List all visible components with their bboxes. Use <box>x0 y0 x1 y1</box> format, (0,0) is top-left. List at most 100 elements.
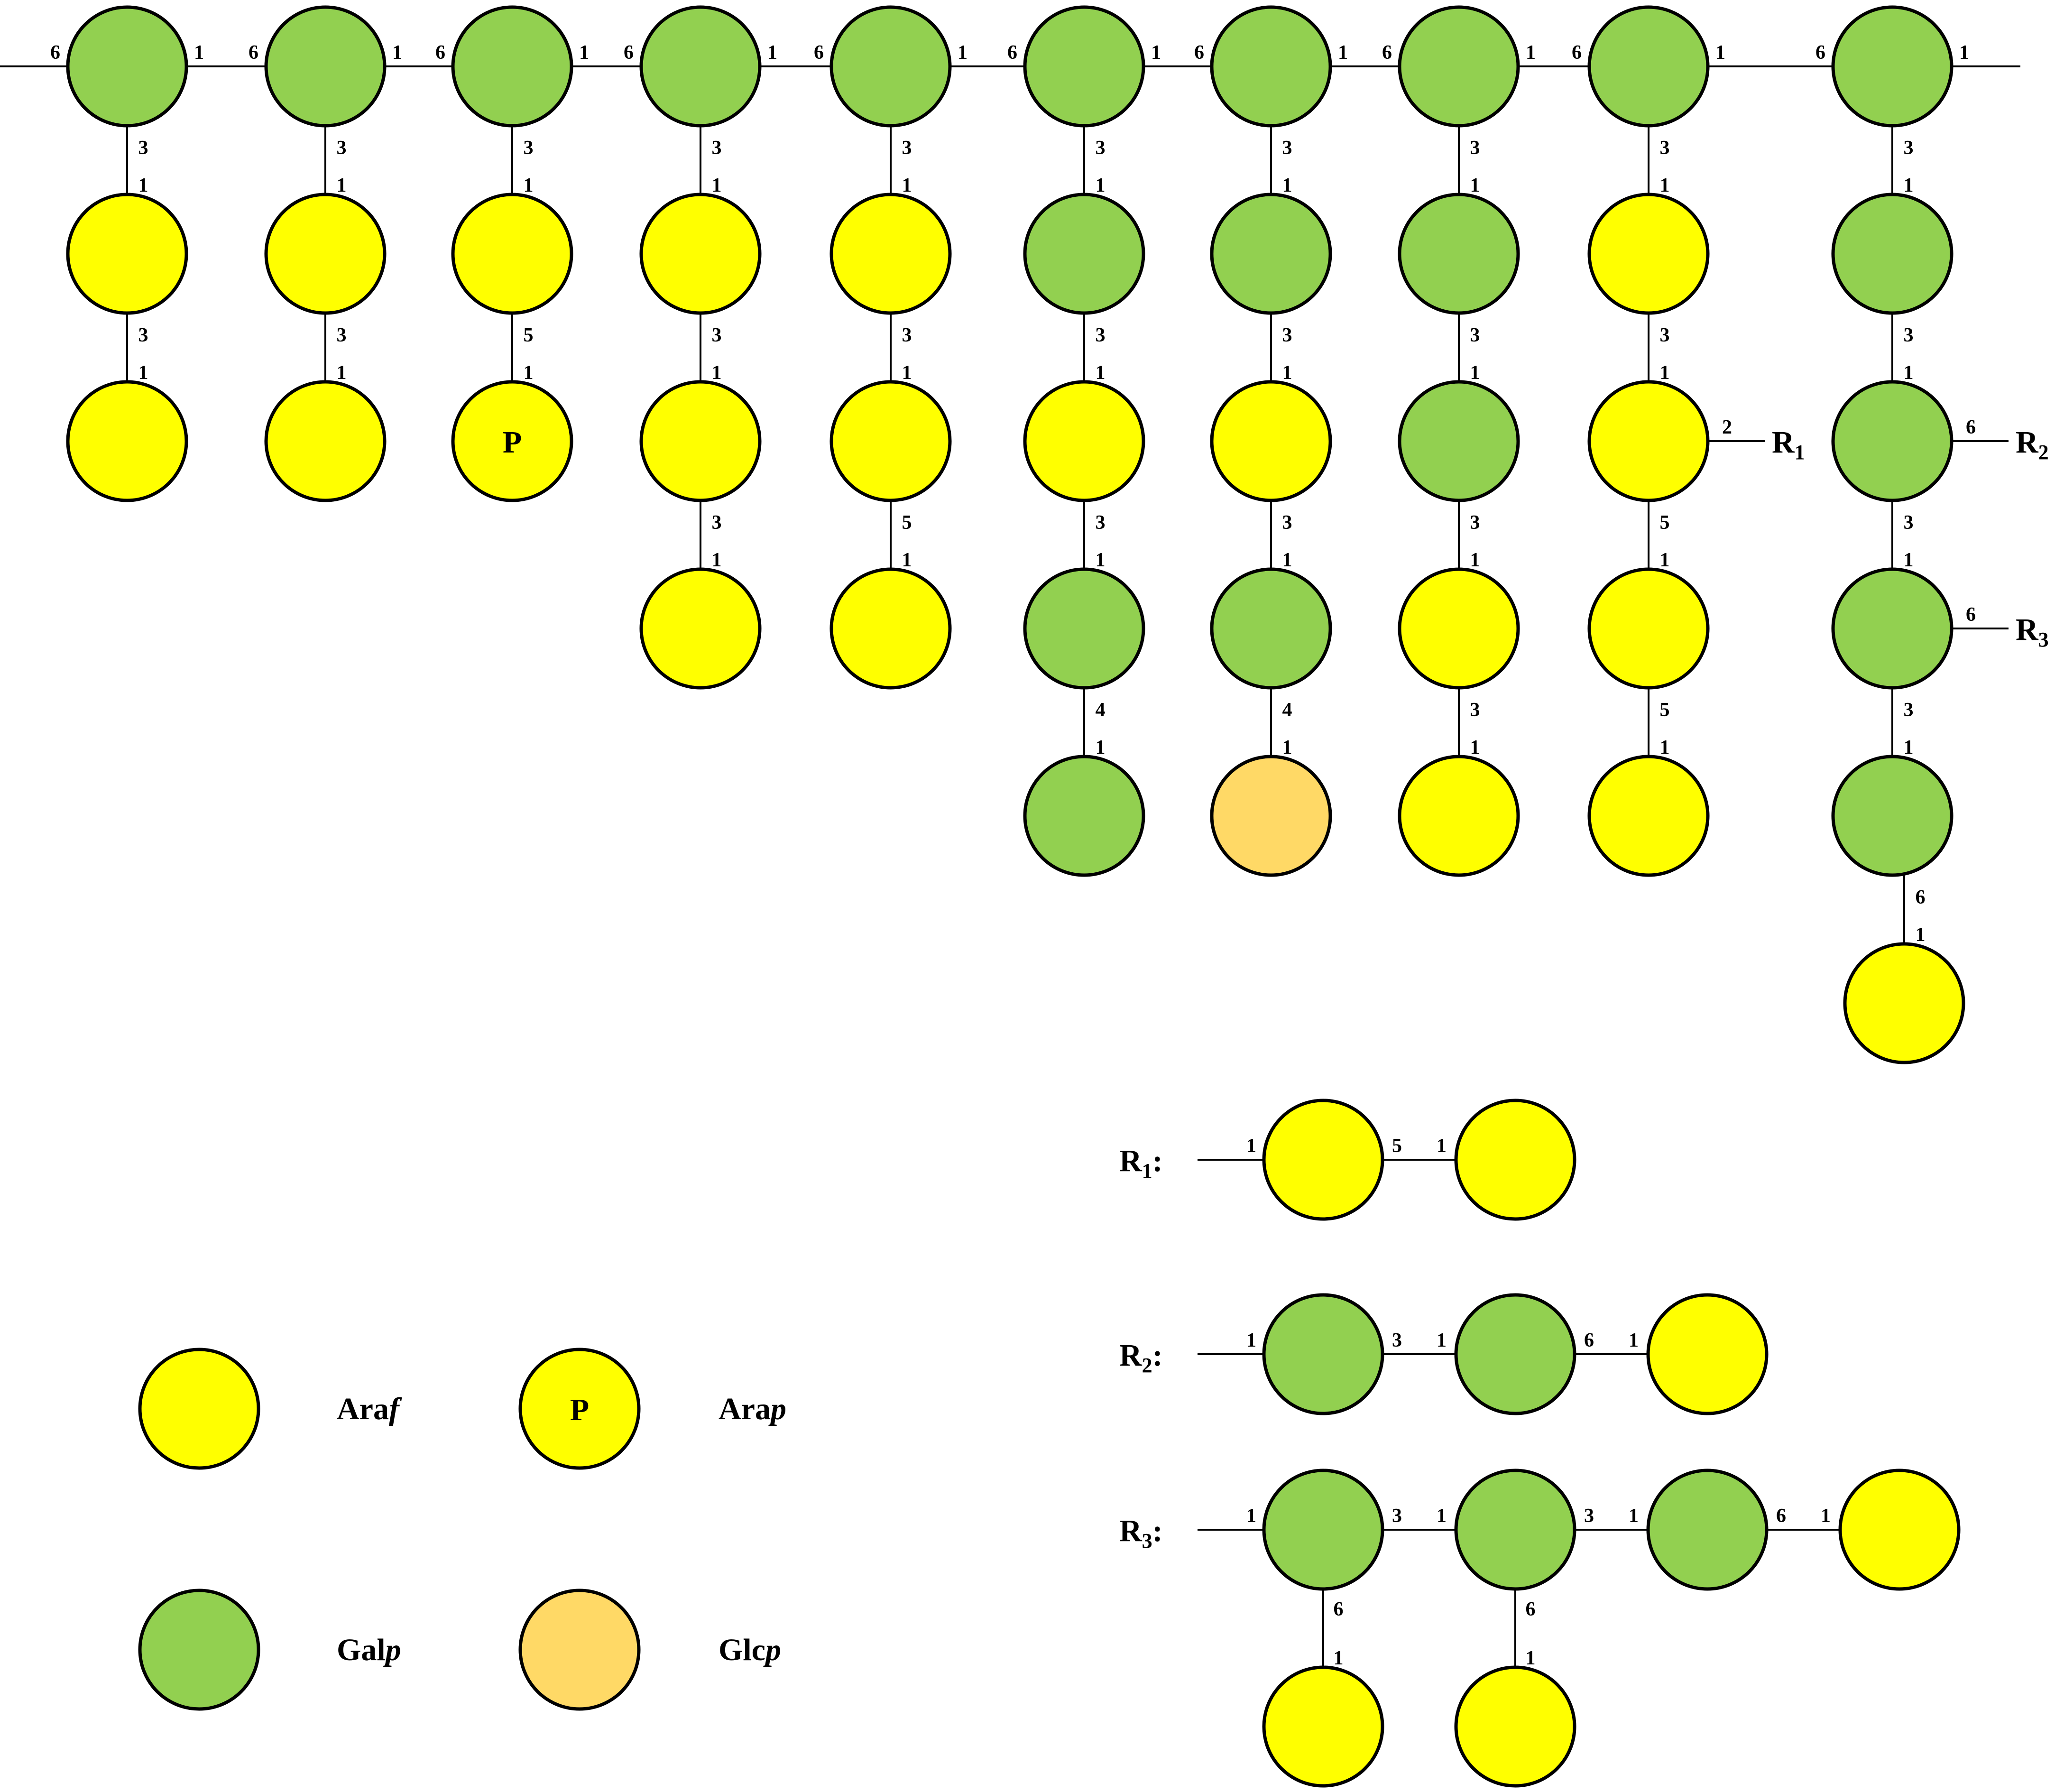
araf-residue <box>639 193 762 315</box>
link-label: 3 <box>712 137 722 159</box>
link-label: 1 <box>1904 362 1914 384</box>
link-label: 5 <box>902 512 912 534</box>
galp-residue <box>1210 567 1332 690</box>
link-label: 1 <box>1470 737 1480 758</box>
galp-residue <box>1831 755 1954 877</box>
link-label: 1 <box>1096 362 1106 384</box>
araf-residue <box>66 193 188 315</box>
link-label: 1 <box>1246 1135 1256 1157</box>
legend-galp: Galp <box>138 1589 401 1711</box>
link-label: 6 <box>50 42 60 64</box>
link-label: 1 <box>1437 1135 1447 1157</box>
link-label: 5 <box>524 324 534 346</box>
galp-residue <box>1831 380 1954 502</box>
legend-araf-label: Araf <box>337 1392 402 1426</box>
link-label: 6 <box>1966 416 1976 438</box>
araf-residue <box>1587 567 1710 690</box>
galp-residue <box>1023 193 1145 315</box>
link-label: 5 <box>1660 512 1670 534</box>
link-label: 1 <box>1096 737 1106 758</box>
link-label: 1 <box>1282 362 1292 384</box>
side-branch-7: 3 1 3 1 3 1 4 1 <box>1210 126 1332 877</box>
link-label: 1 <box>1470 549 1480 571</box>
substituent-label: R3: <box>1119 1514 1163 1552</box>
side-branch-10: 3 1 3 1 6 R2 3 1 6 R3 3 1 6 1 <box>1831 126 2049 1064</box>
link-label: 6 <box>1526 1598 1536 1620</box>
link-label: 3 <box>1392 1505 1402 1527</box>
link-label: 3 <box>1904 699 1914 721</box>
link-label: 1 <box>1470 362 1480 384</box>
link-label: 1 <box>712 549 722 571</box>
link-label: 3 <box>1904 137 1914 159</box>
link-label: 1 <box>1715 42 1725 64</box>
link-label: 6 <box>1776 1505 1786 1527</box>
glcp-residue <box>1210 755 1332 877</box>
residue-letter: P <box>570 1393 589 1427</box>
galp-residue <box>1023 755 1145 877</box>
galp-residue <box>1023 567 1145 690</box>
link-label: 6 <box>1194 42 1204 64</box>
backbone-galp-residue <box>1210 5 1332 128</box>
link-label: 1 <box>1526 1647 1536 1669</box>
link-label: 1 <box>1904 175 1914 196</box>
link-label: 1 <box>1282 549 1292 571</box>
link-label: 3 <box>337 324 347 346</box>
legend-arap: P Arap <box>518 1348 786 1470</box>
link-label: 6 <box>1916 887 1926 908</box>
link-label: 6 <box>1584 1330 1594 1351</box>
link-label: 1 <box>1096 175 1106 196</box>
link-label: 6 <box>1382 42 1392 64</box>
link-label: 3 <box>1096 324 1106 346</box>
link-label: 1 <box>1246 1330 1256 1351</box>
side-branch-6: 3 1 3 1 3 1 4 1 <box>1023 126 1145 877</box>
link-label: 6 <box>1007 42 1017 64</box>
legend-araf: Araf <box>138 1348 402 1470</box>
legend-glcp: Glcp <box>518 1589 781 1711</box>
link-label: 1 <box>337 175 347 196</box>
substituent-label: R1: <box>1119 1144 1163 1182</box>
link-label: 6 <box>1572 42 1582 64</box>
galp-residue <box>1398 193 1520 315</box>
backbone-galp-residue <box>1398 5 1520 128</box>
araf-residue <box>829 193 952 315</box>
araf-residue <box>1587 380 1710 502</box>
link-label: 3 <box>1584 1505 1594 1527</box>
link-label: 1 <box>1338 42 1348 64</box>
link-label: 4 <box>1282 699 1292 721</box>
link-label: 1 <box>1821 1505 1831 1527</box>
galp-residue <box>1262 1293 1384 1415</box>
link-label: 1 <box>1916 924 1926 946</box>
link-label: 6 <box>624 42 634 64</box>
substituent-R2: R2: 1 3 1 6 1 <box>1119 1293 1769 1415</box>
araf-residue <box>1454 1099 1576 1221</box>
link-label: 1 <box>1904 549 1914 571</box>
galp-residue <box>1454 1293 1576 1415</box>
link-label: 3 <box>1660 137 1670 159</box>
link-label: 3 <box>1282 512 1292 534</box>
araf-residue <box>1210 380 1332 502</box>
link-label: 1 <box>1151 42 1161 64</box>
link-label: 3 <box>1470 699 1480 721</box>
backbone-galp-residue <box>829 5 952 128</box>
link-label: 1 <box>1246 1505 1256 1527</box>
araf-residue <box>829 380 952 502</box>
link-label: 1 <box>902 175 912 196</box>
legend-galp-symbol <box>138 1589 260 1711</box>
link-label: 3 <box>524 137 534 159</box>
araf-residue <box>1262 1099 1384 1221</box>
backbone-galp-residue <box>451 5 573 128</box>
araf-residue <box>1838 1469 1961 1591</box>
link-label: 1 <box>1470 175 1480 196</box>
link-label: 3 <box>138 137 148 159</box>
link-label: 1 <box>1904 737 1914 758</box>
legend-glcp-label: Glcp <box>719 1633 781 1667</box>
link-label: 1 <box>1437 1330 1447 1351</box>
side-branch-2: 3 1 3 1 <box>264 126 387 502</box>
link-label: 6 <box>1966 604 1976 626</box>
araf-residue <box>1646 1293 1769 1415</box>
backbone-galp-residue <box>1587 5 1710 128</box>
substituent-ref-R3: R3 <box>2016 612 2049 651</box>
link-label: 1 <box>194 42 204 64</box>
link-label: 3 <box>1470 324 1480 346</box>
link-label: 3 <box>1282 137 1292 159</box>
